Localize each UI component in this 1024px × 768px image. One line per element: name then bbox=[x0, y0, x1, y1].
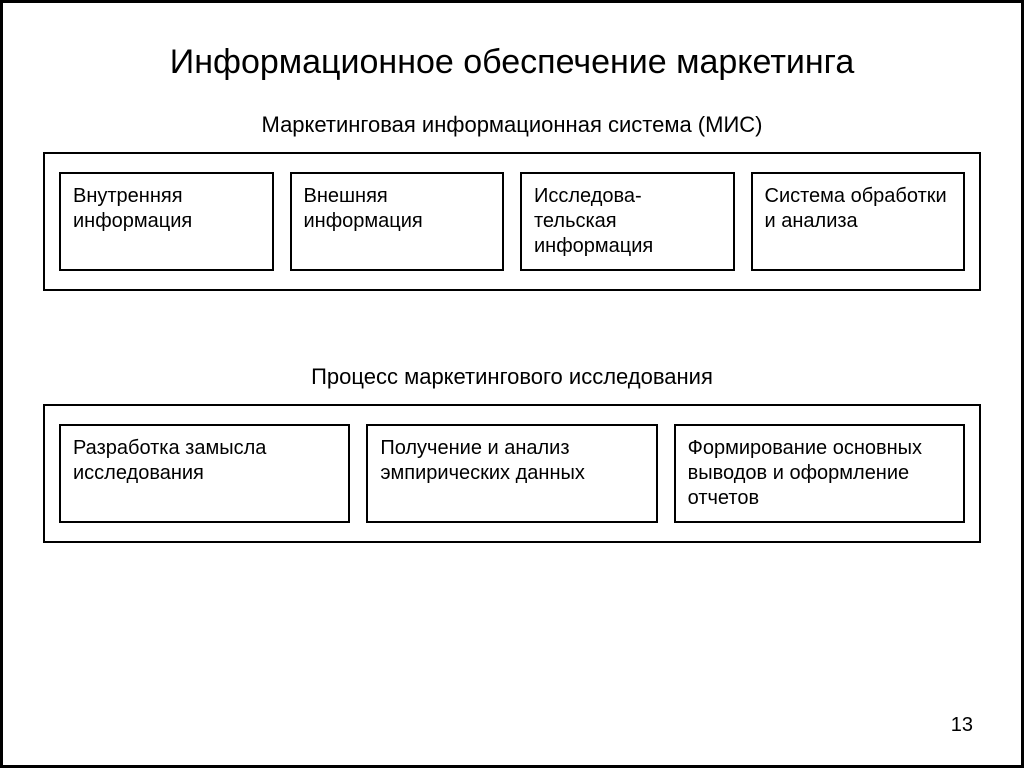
process-box-design: Разработка замысла исследования bbox=[59, 424, 350, 523]
process-box-data-analysis: Получение и анализ эмпирических данных bbox=[366, 424, 657, 523]
process-container: Разработка замысла исследования Получени… bbox=[43, 404, 981, 543]
mis-box-internal-info: Внутренняя информация bbox=[59, 172, 274, 271]
section-spacer bbox=[43, 291, 981, 346]
mis-box-processing-analysis: Система обработки и анализа bbox=[751, 172, 966, 271]
mis-box-external-info: Внешняя информация bbox=[290, 172, 505, 271]
process-box-conclusions-reports: Формирование основных выводов и оформлен… bbox=[674, 424, 965, 523]
section-label-process: Процесс маркетингового исследования bbox=[43, 364, 981, 390]
page-title: Информационное обеспечение маркетинга bbox=[43, 43, 981, 82]
mis-box-research-info: Исследова-тельская информация bbox=[520, 172, 735, 271]
page-number: 13 bbox=[951, 714, 973, 737]
mis-container: Внутренняя информация Внешняя информация… bbox=[43, 152, 981, 291]
slide-page: Информационное обеспечение маркетинга Ма… bbox=[0, 0, 1024, 768]
section-label-mis: Маркетинговая информационная система (МИ… bbox=[43, 112, 981, 138]
